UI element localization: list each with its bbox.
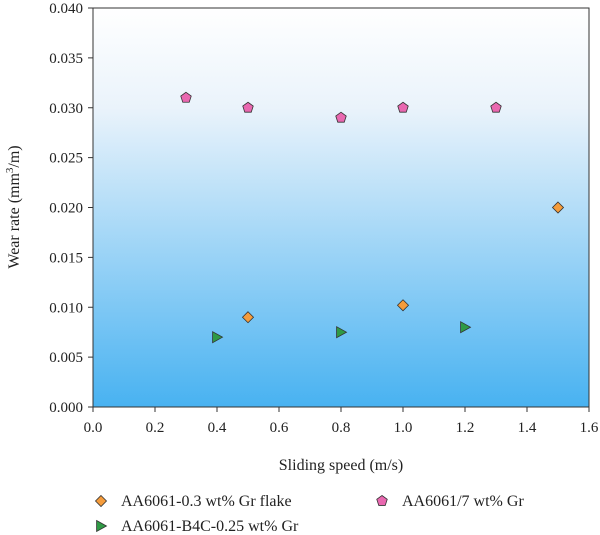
- y-tick-label: 0.040: [49, 1, 83, 17]
- y-axis-ticks: 0.000 0.005 0.010 0.015 0.020 0.025 0.030 0.035…: [49, 1, 93, 416]
- x-tick-label: 0.8: [332, 420, 351, 436]
- data-point: [180, 91, 192, 103]
- x-tick-label: 1.2: [456, 420, 475, 436]
- x-tick-label: 1.4: [518, 420, 537, 436]
- y-axis-label: Wear rate (mm3/m): [4, 145, 23, 268]
- y-tick-label: 0.005: [49, 350, 83, 366]
- y-tick-label: 0.015: [49, 250, 83, 266]
- legend-label: AA6061-0.3 wt% Gr flake: [121, 493, 292, 510]
- data-point: [242, 101, 254, 113]
- legend-marker: [376, 495, 388, 506]
- plot-area: [92, 7, 590, 408]
- x-tick-label: 0.4: [208, 420, 227, 436]
- y-tick-label: 0.020: [49, 201, 83, 217]
- x-axis-label: Sliding speed (m/s): [279, 457, 403, 474]
- data-point: [551, 201, 565, 214]
- x-tick-label: 1.0: [394, 420, 413, 436]
- legend-label: AA6061/7 wt% Gr: [402, 493, 524, 510]
- legend-label: AA6061-B4C-0.25 wt% Gr: [121, 518, 299, 535]
- x-axis-ticks: 0.0 0.2 0.4 0.6 0.8 1.0 1.2 1.4 1.6: [84, 407, 599, 436]
- x-tick-label: 1.6: [580, 420, 599, 436]
- y-tick-label: 0.000: [49, 400, 83, 416]
- y-tick-label: 0.025: [49, 151, 83, 167]
- data-point: [396, 299, 410, 312]
- data-point: [397, 101, 409, 113]
- x-tick-label: 0.0: [84, 420, 103, 436]
- legend-item: AA6061-0.3 wt% Gr flake: [94, 493, 292, 510]
- data-point: [212, 330, 224, 344]
- data-point: [336, 326, 348, 339]
- legend-marker: [94, 494, 108, 508]
- x-tick-label: 0.6: [270, 420, 289, 436]
- legend-item: AA6061/7 wt% Gr: [376, 493, 524, 510]
- y-tick-label: 0.030: [49, 101, 83, 117]
- legend-item: AA6061-B4C-0.25 wt% Gr: [96, 518, 299, 535]
- data-point: [460, 321, 472, 334]
- data-point: [335, 111, 347, 123]
- data-points: [180, 91, 565, 344]
- y-tick-label: 0.035: [49, 51, 83, 67]
- data-point: [241, 311, 255, 324]
- y-tick-label: 0.010: [49, 300, 83, 316]
- legend: AA6061-0.3 wt% Gr flake AA6061/7 wt% Gr …: [94, 493, 524, 535]
- legend-marker: [96, 519, 108, 533]
- data-point: [490, 101, 502, 113]
- x-tick-label: 0.2: [146, 420, 165, 436]
